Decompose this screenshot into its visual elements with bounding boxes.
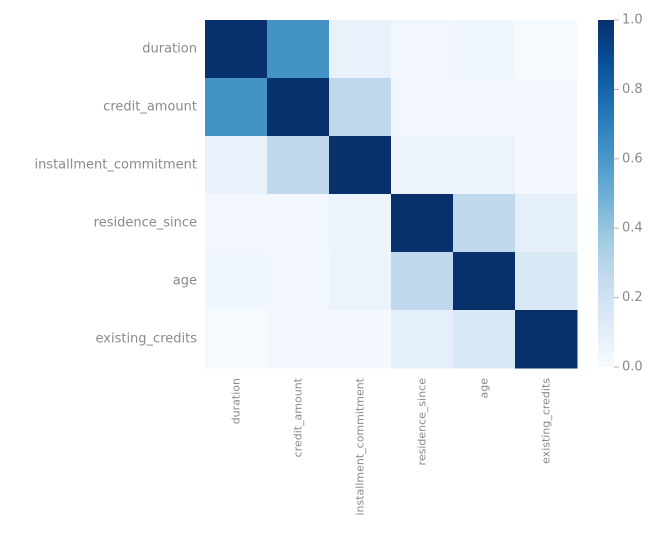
heatmap-cell-duration-existing-credits <box>515 20 578 79</box>
colorbar-tick-label: 0.4 <box>622 221 643 236</box>
heatmap-cell-residence-since-existing-credits <box>515 194 578 253</box>
colorbar-tick-label: 0.2 <box>622 290 643 305</box>
heatmap-cell-residence-since-residence-since <box>391 194 454 253</box>
heatmap-cell-existing-credits-age <box>453 310 516 369</box>
colorbar-gradient <box>598 20 614 367</box>
row-label-duration: duration <box>142 42 197 57</box>
heatmap-cell-age-residence-since <box>391 252 454 311</box>
heatmap-cell-installment-commitment-installment-commitment <box>329 136 392 195</box>
column-label-credit-amount: credit_amount <box>292 377 305 457</box>
heatmap-cell-duration-installment-commitment <box>329 20 392 79</box>
heatmap-cell-age-existing-credits <box>515 252 578 311</box>
row-labels: duration credit_amount installment_commitm… <box>34 42 197 347</box>
heatmap-cell-age-duration <box>205 252 268 311</box>
heatmap-cell-residence-since-duration <box>205 194 268 253</box>
heatmap-cell-existing-credits-residence-since <box>391 310 454 369</box>
heatmap-cell-installment-commitment-existing-credits <box>515 136 578 195</box>
heatmap-cell-residence-since-installment-commitment <box>329 194 392 253</box>
heatmap-cell-installment-commitment-residence-since <box>391 136 454 195</box>
heatmap-cells <box>205 20 578 369</box>
column-label-existing-credits: existing_credits <box>540 378 553 464</box>
row-label-installment-commitment: installment_commitment <box>34 158 197 173</box>
heatmap-cell-installment-commitment-duration <box>205 136 268 195</box>
heatmap-cell-duration-residence-since <box>391 20 454 79</box>
heatmap-cell-residence-since-credit-amount <box>267 194 330 253</box>
heatmap-cell-credit-amount-duration <box>205 78 268 137</box>
heatmap-cell-existing-credits-existing-credits <box>515 310 578 369</box>
row-label-residence-since: residence_since <box>94 216 197 231</box>
heatmap-cell-duration-duration <box>205 20 268 79</box>
column-labels: duration credit_amount installment_commitm… <box>230 377 553 515</box>
heatmap-cell-credit-amount-credit-amount <box>267 78 330 137</box>
column-label-residence-since: residence_since <box>416 378 429 466</box>
heatmap-cell-duration-age <box>453 20 516 79</box>
heatmap-cell-existing-credits-duration <box>205 310 268 369</box>
heatmap-cell-age-installment-commitment <box>329 252 392 311</box>
row-label-existing-credits: existing_credits <box>96 332 198 347</box>
heatmap-cell-credit-amount-residence-since <box>391 78 454 137</box>
heatmap-cell-age-age <box>453 252 516 311</box>
heatmap-cell-age-credit-amount <box>267 252 330 311</box>
colorbar-tick-label: 0.0 <box>622 360 643 375</box>
heatmap-cell-credit-amount-age <box>453 78 516 137</box>
colorbar-tick-label: 1.0 <box>622 13 643 28</box>
heatmap-cell-residence-since-age <box>453 194 516 253</box>
heatmap-cell-existing-credits-credit-amount <box>267 310 330 369</box>
row-label-age: age <box>173 274 197 289</box>
column-label-duration: duration <box>230 378 243 424</box>
heatmap-cell-existing-credits-installment-commitment <box>329 310 392 369</box>
heatmap-cell-credit-amount-installment-commitment <box>329 78 392 137</box>
heatmap-cell-installment-commitment-age <box>453 136 516 195</box>
row-label-credit-amount: credit_amount <box>103 100 197 115</box>
heatmap-cell-installment-commitment-credit-amount <box>267 136 330 195</box>
column-label-age: age <box>478 378 491 399</box>
heatmap-cell-duration-credit-amount <box>267 20 330 79</box>
heatmap-cell-credit-amount-existing-credits <box>515 78 578 137</box>
colorbar: 0.0 0.2 0.4 0.6 0.8 1.0 <box>598 13 643 375</box>
column-label-installment-commitment: installment_commitment <box>354 377 367 515</box>
colorbar-tick-label: 0.6 <box>622 151 643 166</box>
colorbar-tick-label: 0.8 <box>622 82 643 97</box>
